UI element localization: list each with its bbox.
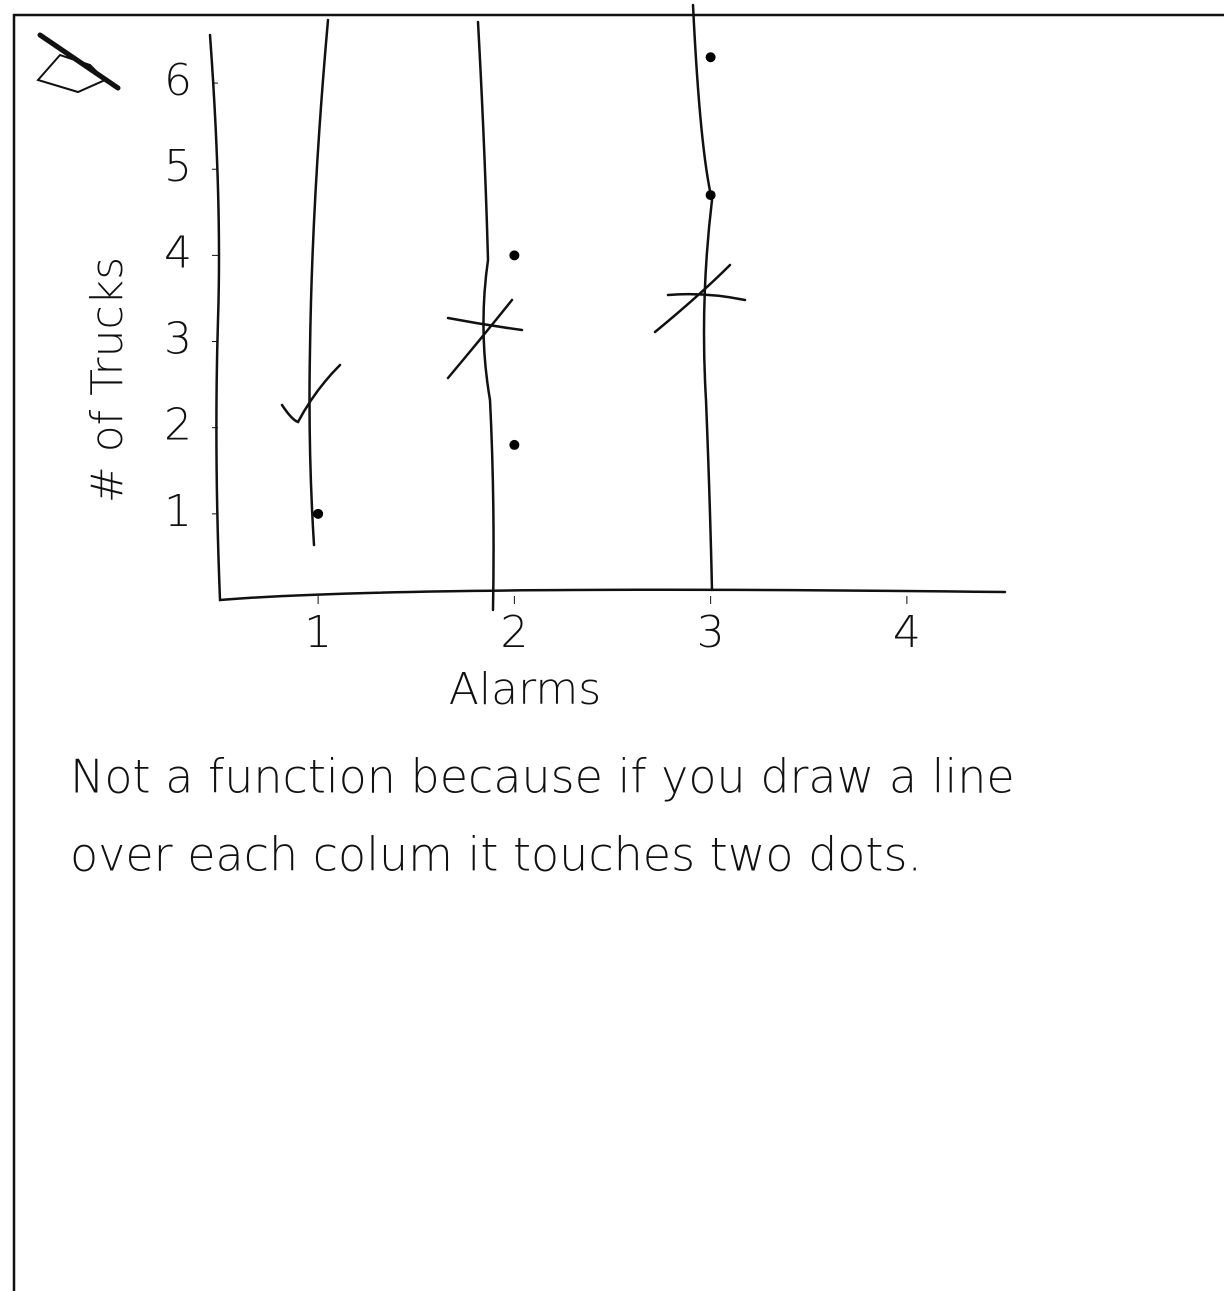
data-point: [706, 190, 716, 200]
vertical-test-line: [478, 22, 494, 610]
y-axis-label: # of Trucks: [82, 257, 133, 503]
x-tick-label: 4: [893, 607, 921, 658]
y-tick-label: 4: [164, 227, 192, 278]
chart: Alarms # of Trucks Not a function becaus…: [0, 0, 1224, 1291]
annotation: over each colum it touches two dots.: [70, 828, 922, 882]
y-tick-label: 6: [164, 55, 192, 106]
x-tick-label: 2: [500, 607, 528, 658]
y-tick-label: 3: [164, 314, 192, 365]
y-tick-label: 5: [164, 141, 192, 192]
x-tick-label: 1: [304, 607, 332, 658]
check-mark: [282, 365, 340, 422]
data-point: [313, 509, 323, 519]
data-point: [706, 52, 716, 62]
data-point: [509, 250, 519, 260]
data-point: [509, 440, 519, 450]
pencil-icon: [38, 35, 118, 92]
x-mark: [655, 265, 745, 332]
y-tick-label: 1: [164, 486, 192, 537]
annotation: Not a function because if you draw a lin…: [70, 750, 1015, 804]
x-tick-label: 3: [697, 607, 725, 658]
vertical-test-line: [310, 20, 329, 545]
y-tick-label: 2: [164, 400, 192, 451]
axes: [210, 35, 1005, 600]
page: Alarms # of Trucks Not a function becaus…: [0, 0, 1224, 1291]
x-axis-label: Alarms: [449, 664, 601, 715]
